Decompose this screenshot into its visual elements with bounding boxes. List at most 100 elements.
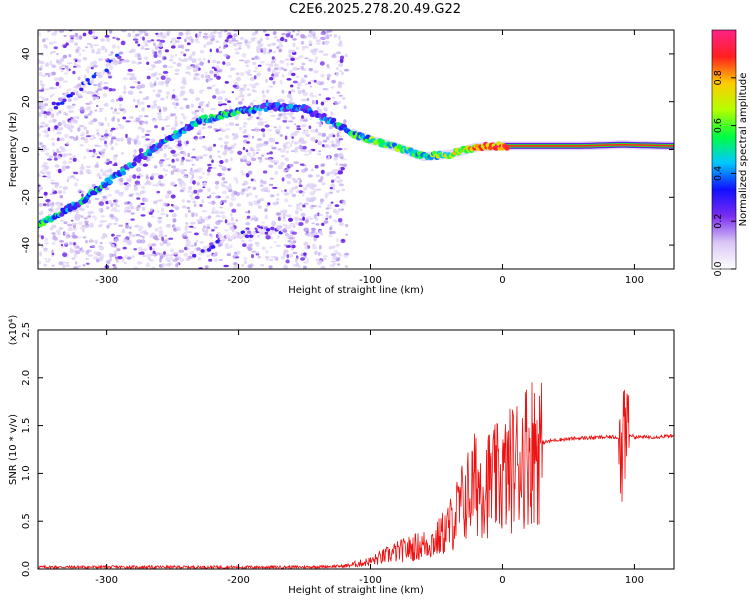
noise-speck [256, 251, 259, 255]
noise-speck [138, 228, 142, 232]
noise-speck [94, 197, 100, 200]
noise-speck [232, 136, 237, 141]
noise-speck [148, 259, 152, 261]
noise-speck [156, 33, 161, 38]
noise-speck [280, 210, 284, 214]
noise-speck [204, 74, 209, 79]
noise-speck [154, 45, 159, 50]
noise-speck [292, 263, 296, 267]
noise-speck [93, 136, 96, 139]
noise-speck [256, 143, 260, 147]
noise-speck [92, 60, 98, 65]
noise-speck [56, 137, 61, 142]
noise-speck [49, 210, 55, 213]
noise-speck [148, 68, 154, 71]
noise-speck [307, 174, 313, 178]
noise-speck [310, 30, 315, 34]
noise-speck [78, 221, 83, 225]
noise-speck [66, 91, 69, 94]
noise-speck [38, 71, 43, 77]
noise-speck [51, 32, 57, 36]
noise-speck [247, 170, 253, 175]
snr-y-tick-label: 2.0 [21, 370, 32, 386]
noise-speck [268, 85, 274, 88]
noise-speck [291, 136, 294, 139]
noise-speck [233, 142, 237, 147]
noise-speck [166, 95, 169, 100]
noise-speck [211, 159, 214, 164]
noise-speck [336, 91, 341, 94]
noise-speck [279, 134, 283, 137]
noise-speck [86, 69, 90, 74]
noise-speck [63, 34, 67, 38]
noise-speck [50, 51, 53, 55]
noise-speck [203, 58, 206, 61]
noise-speck [186, 206, 191, 210]
track-point [183, 252, 188, 257]
noise-speck [282, 212, 287, 218]
noise-speck [192, 61, 195, 64]
noise-speck [231, 37, 236, 42]
noise-speck [257, 156, 263, 160]
noise-speck [278, 44, 284, 48]
noise-speck [45, 62, 50, 67]
noise-speck [71, 103, 76, 107]
noise-speck [293, 123, 297, 126]
noise-speck [115, 127, 119, 130]
noise-speck [107, 200, 112, 204]
noise-speck [304, 45, 309, 49]
track-point [104, 68, 109, 73]
noise-speck [38, 242, 41, 245]
noise-speck [199, 50, 205, 54]
noise-speck [311, 99, 315, 105]
noise-speck [100, 215, 105, 218]
noise-speck [246, 72, 250, 76]
noise-speck [303, 261, 308, 264]
noise-speck [339, 55, 345, 60]
noise-speck [177, 44, 183, 47]
noise-speck [103, 81, 109, 85]
noise-speck [79, 207, 85, 212]
colorbar-tick-label: 0.0 [713, 261, 724, 276]
noise-speck [82, 56, 88, 61]
noise-speck [299, 65, 304, 68]
noise-speck [77, 236, 82, 239]
noise-speck [110, 243, 115, 248]
track-band-core [502, 143, 674, 147]
track-point [79, 87, 84, 92]
noise-speck [296, 125, 301, 128]
noise-speck [124, 186, 129, 191]
noise-speck [198, 107, 204, 111]
noise-speck [282, 209, 288, 214]
noise-speck [136, 261, 143, 265]
noise-speck [48, 201, 52, 206]
noise-speck [144, 43, 149, 47]
noise-speck [181, 199, 185, 203]
noise-speck [78, 35, 83, 40]
noise-speck [198, 257, 202, 261]
noise-speck [173, 225, 177, 229]
noise-speck [194, 64, 200, 68]
spectrogram-x-tick-label: -300 [95, 275, 118, 286]
noise-speck [247, 160, 251, 164]
noise-speck [223, 264, 229, 268]
noise-speck [184, 48, 190, 52]
snr-y-multiplier: (x10⁴) [8, 315, 19, 346]
track-point [53, 105, 59, 110]
noise-speck [245, 64, 249, 68]
noise-speck [217, 101, 223, 105]
noise-speck [63, 44, 67, 49]
noise-speck [46, 158, 53, 161]
noise-speck [221, 177, 226, 181]
noise-speck [83, 217, 88, 220]
noise-speck [221, 214, 226, 220]
noise-speck [101, 45, 106, 51]
noise-speck [191, 174, 195, 179]
noise-speck [172, 89, 176, 92]
noise-speck [118, 107, 124, 110]
noise-speck [244, 211, 251, 214]
noise-speck [319, 229, 323, 234]
track-point [72, 89, 78, 93]
noise-speck [234, 81, 239, 85]
